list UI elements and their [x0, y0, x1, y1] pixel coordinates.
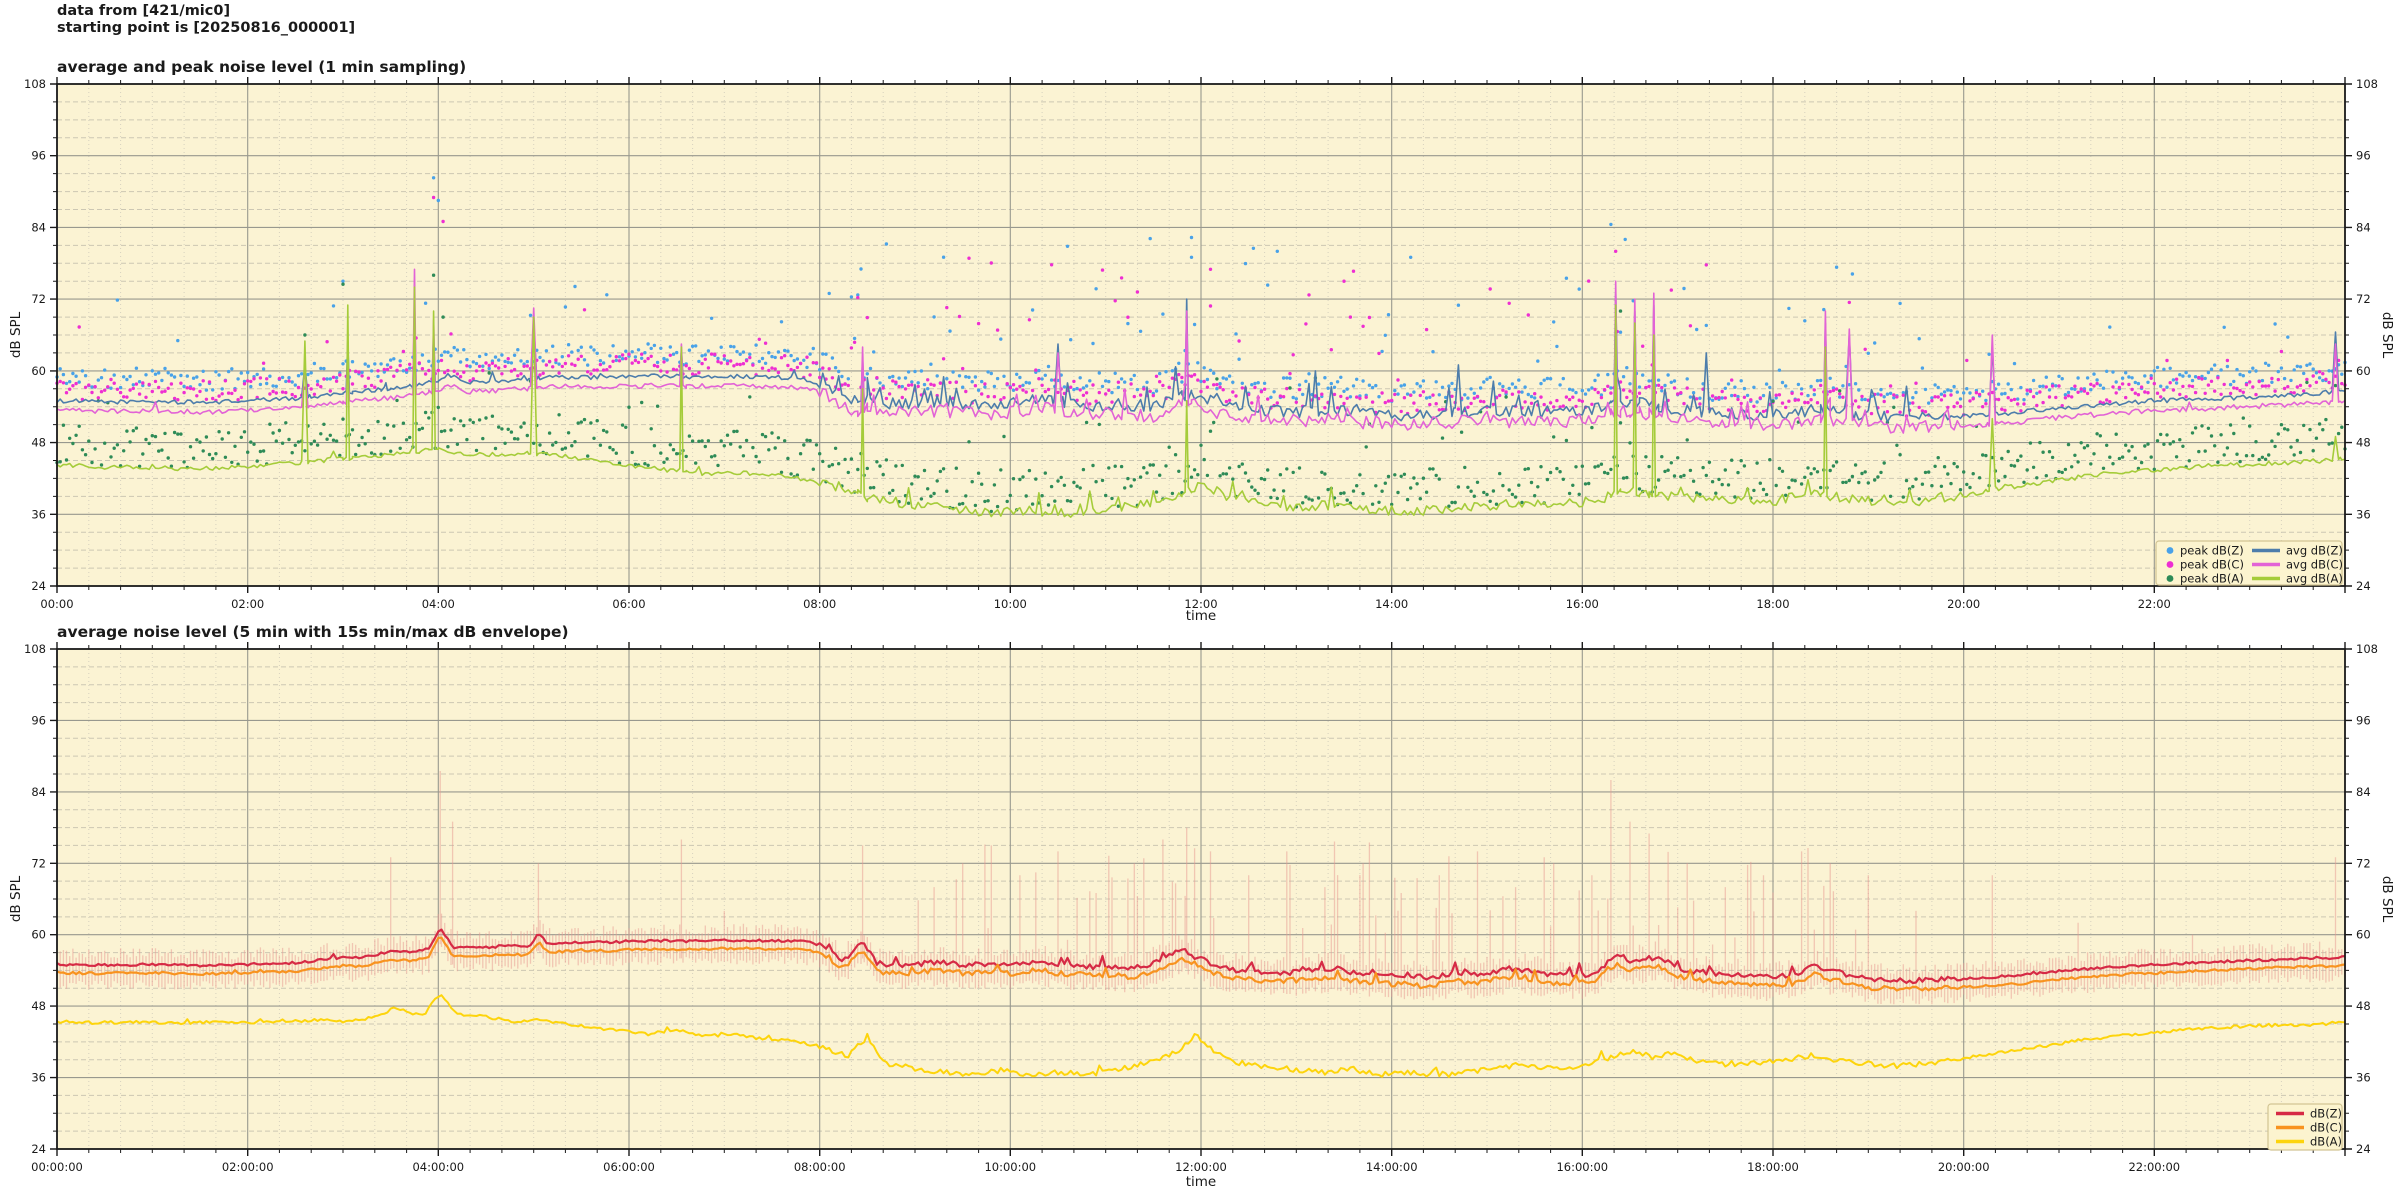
line-db-c-	[56, 936, 2346, 992]
y-tick-label-right: 108	[2356, 77, 2378, 91]
y-tick-label-left: 24	[31, 1142, 46, 1156]
chart1-ylabel-left: dB SPL	[8, 311, 24, 359]
x-tick-label: 22:00:00	[2128, 1160, 2180, 1174]
minor-ticks	[53, 645, 2349, 1153]
y-tick-label-right: 36	[2356, 1071, 2371, 1085]
x-tick-label: 04:00:00	[412, 1160, 464, 1174]
chart2-ylabel-left: dB SPL	[8, 875, 24, 923]
legend-label: avg dB(A)	[2286, 572, 2343, 586]
y-tick-label-left: 36	[31, 507, 46, 521]
y-tick-label-right: 108	[2356, 642, 2378, 656]
major-ticks	[50, 77, 2352, 593]
x-tick-label: 14:00:00	[1366, 1160, 1418, 1174]
y-tick-label-left: 84	[31, 785, 46, 799]
x-tick-label: 12:00:00	[1175, 1160, 1227, 1174]
y-tick-label-left: 108	[24, 642, 46, 656]
x-tick-label: 00:00	[40, 597, 73, 611]
chart-1-group: 00:00 02:00 04:00 06:00 08:00 10:00 12:00 14:00…	[24, 77, 2378, 611]
legend-marker-dot	[2166, 575, 2174, 582]
x-tick-label: 12:00	[1184, 597, 1217, 611]
y-tick-label-right: 36	[2356, 507, 2371, 521]
x-tick-label: 10:00	[994, 597, 1027, 611]
y-tick-label-left: 48	[31, 999, 46, 1013]
chart1-title: average and peak noise level (1 min samp…	[57, 58, 467, 76]
x-tick-label: 08:00:00	[794, 1160, 846, 1174]
chart2-ylabel-right: dB SPL	[2379, 875, 2395, 923]
x-tick-label: 16:00	[1566, 597, 1599, 611]
y-tick-label-left: 60	[31, 928, 46, 942]
scatter-peak-db-z-	[55, 176, 2347, 405]
chart2-xlabel: time	[1185, 1174, 1217, 1190]
chart2-title: average noise level (5 min with 15s min/…	[57, 623, 569, 641]
y-tick-label-left: 84	[31, 220, 46, 234]
y-tick-label-left: 24	[31, 579, 46, 593]
y-tick-label-left: 72	[31, 292, 46, 306]
y-tick-label-right: 60	[2356, 928, 2371, 942]
line-avg-db-z-	[56, 292, 2346, 423]
line-avg-db-a-	[56, 286, 2346, 518]
y-tick-label-left: 48	[31, 436, 46, 450]
y-tick-label-right: 48	[2356, 436, 2371, 450]
y-tick-label-right: 96	[2356, 149, 2371, 163]
line-db-z-	[56, 928, 2346, 985]
y-tick-label-right: 84	[2356, 785, 2371, 799]
y-tick-label-right: 72	[2356, 856, 2371, 870]
legend-label: dB(A)	[2310, 1135, 2342, 1149]
y-tick-label-right: 48	[2356, 999, 2371, 1013]
legend-label: peak dB(Z)	[2180, 544, 2244, 558]
x-tick-label: 10:00:00	[984, 1160, 1036, 1174]
y-tick-label-right: 24	[2356, 579, 2371, 593]
minor-ticks	[53, 80, 2349, 590]
legend-label: dB(C)	[2310, 1121, 2342, 1135]
y-tick-label-right: 84	[2356, 220, 2371, 234]
x-tick-label: 20:00:00	[1938, 1160, 1990, 1174]
x-tick-label: 00:00:00	[31, 1160, 83, 1174]
legend: peak dB(Z)peak dB(C)peak dB(A)avg dB(Z)a…	[2155, 540, 2343, 586]
legend-label: avg dB(Z)	[2286, 544, 2343, 558]
x-tick-label: 04:00	[422, 597, 455, 611]
x-tick-label: 06:00	[612, 597, 645, 611]
chart1-ylabel-right: dB SPL	[2379, 311, 2395, 359]
legend-label: avg dB(C)	[2286, 558, 2343, 572]
x-tick-label: 02:00	[231, 597, 264, 611]
legend-box	[2155, 540, 2343, 586]
x-tick-label: 18:00	[1756, 597, 1789, 611]
chart-2-group: 00:00:00 02:00:00 04:00:00 06:00:00 08:00:00…	[24, 642, 2378, 1174]
y-tick-label-right: 24	[2356, 1142, 2371, 1156]
legend-box	[2267, 1103, 2343, 1151]
legend: dB(Z)dB(C)dB(A)	[2267, 1103, 2343, 1151]
y-tick-label-left: 72	[31, 856, 46, 870]
major-ticks	[50, 642, 2352, 1156]
x-tick-label: 18:00:00	[1747, 1160, 1799, 1174]
y-tick-label-left: 96	[31, 713, 46, 727]
x-tick-label: 22:00	[2138, 597, 2171, 611]
x-tick-label: 02:00:00	[222, 1160, 274, 1174]
legend-label: peak dB(A)	[2180, 572, 2244, 586]
axes-spines	[56, 83, 2346, 587]
y-tick-label-left: 60	[31, 364, 46, 378]
x-tick-label: 08:00	[803, 597, 836, 611]
legend-label: peak dB(C)	[2180, 558, 2244, 572]
y-tick-label-left: 96	[31, 149, 46, 163]
y-tick-label-right: 72	[2356, 292, 2371, 306]
x-tick-label: 06:00:00	[603, 1160, 655, 1174]
y-tick-label-right: 96	[2356, 713, 2371, 727]
line-db-a-	[56, 994, 2346, 1078]
legend-marker-dot	[2166, 547, 2174, 554]
legend-marker-dot	[2166, 561, 2174, 568]
y-tick-label-right: 60	[2356, 364, 2371, 378]
y-tick-label-left: 36	[31, 1071, 46, 1085]
x-tick-label: 14:00	[1375, 597, 1408, 611]
y-tick-label-left: 108	[24, 77, 46, 91]
x-tick-label: 16:00:00	[1556, 1160, 1608, 1174]
x-tick-label: 20:00	[1947, 597, 1980, 611]
legend-label: dB(Z)	[2310, 1107, 2342, 1121]
header-line1: data from [421/mic0]	[57, 3, 231, 19]
chart1-xlabel: time	[1185, 608, 1217, 624]
axes-spines	[56, 648, 2346, 1150]
header-line2: starting point is [20250816_000001]	[57, 20, 356, 36]
